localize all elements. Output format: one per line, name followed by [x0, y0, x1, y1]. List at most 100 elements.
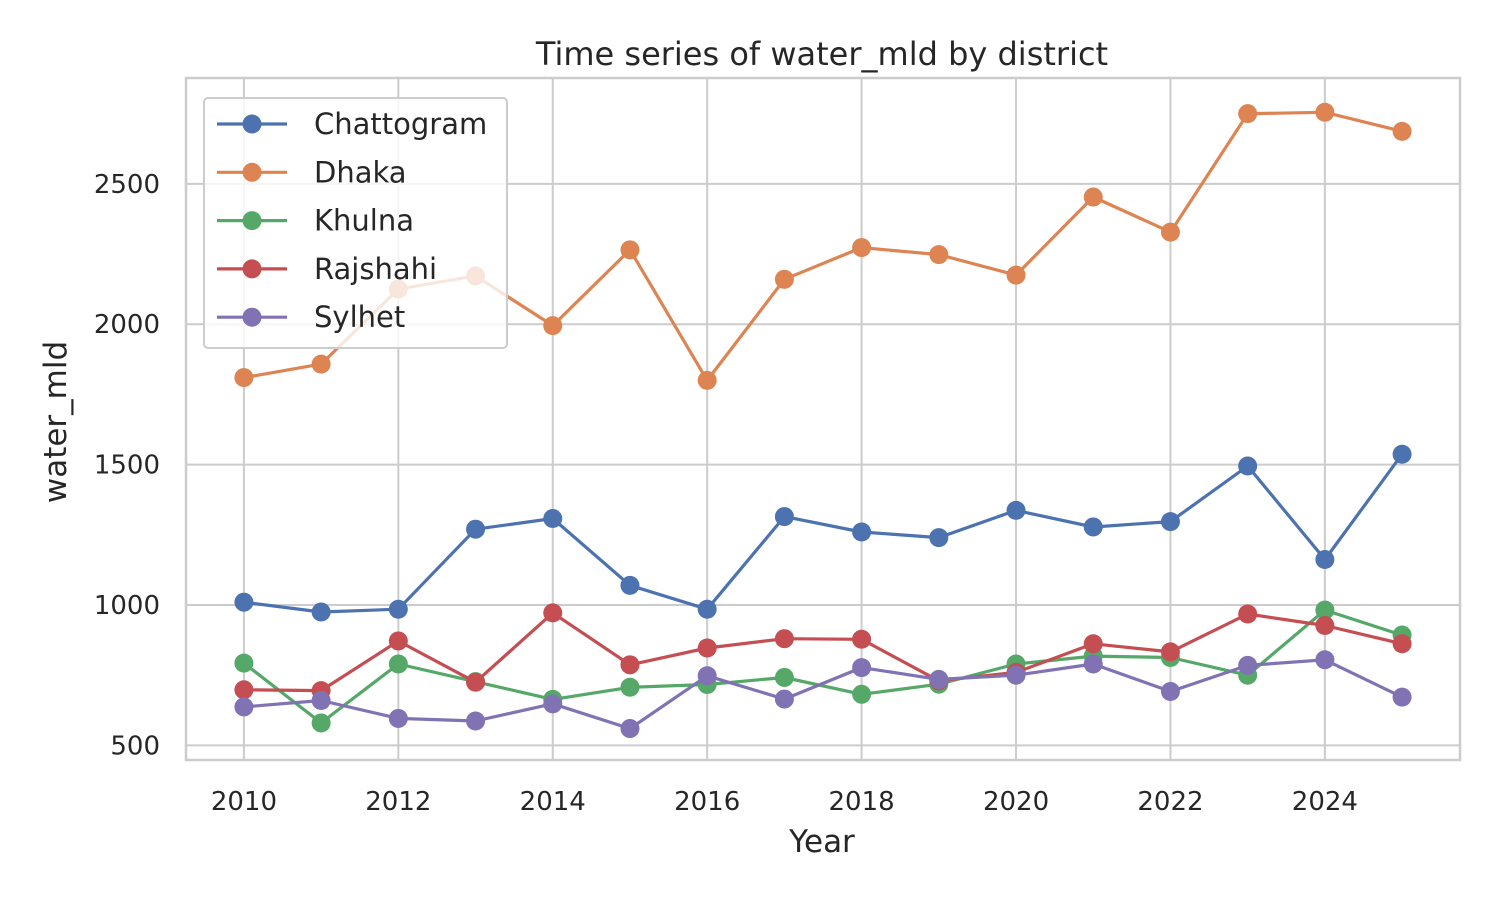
- legend-item-sylhet: Sylhet: [217, 300, 405, 334]
- data-point-chattogram: [1392, 444, 1412, 464]
- y-axis-title: water_mld: [38, 341, 74, 503]
- data-point-khulna: [774, 667, 794, 687]
- data-point-rajshahi: [1160, 642, 1180, 662]
- data-point-sylhet: [388, 708, 408, 728]
- data-point-sylhet: [466, 711, 486, 731]
- series-line-rajshahi: [243, 611, 1403, 693]
- y-tick-label: 500: [110, 731, 160, 761]
- plot-area-frame: [184, 76, 1462, 762]
- legend-label: Chattogram: [314, 107, 487, 141]
- data-point-sylhet: [929, 669, 949, 689]
- series-chattogram: [234, 444, 1412, 622]
- data-point-dhaka: [543, 316, 563, 336]
- x-tick-label: 2010: [211, 787, 277, 817]
- legend-swatch-marker: [242, 114, 262, 134]
- series-line-chattogram: [243, 453, 1404, 614]
- data-point-rajshahi: [774, 629, 794, 649]
- data-point-chattogram: [1006, 500, 1026, 520]
- data-point-sylhet: [1006, 665, 1026, 685]
- data-point-sylhet: [311, 690, 331, 710]
- data-point-dhaka: [774, 269, 794, 289]
- data-point-sylhet: [1160, 681, 1180, 701]
- data-point-sylhet: [1083, 654, 1103, 674]
- data-point-chattogram: [234, 592, 254, 612]
- data-point-rajshahi: [543, 603, 563, 623]
- data-point-rajshahi: [466, 672, 486, 692]
- legend-label: Khulna: [314, 204, 414, 238]
- data-point-khulna: [388, 654, 408, 674]
- series-line-sylhet: [243, 658, 1403, 731]
- data-point-chattogram: [1238, 456, 1258, 476]
- data-point-dhaka: [1315, 102, 1335, 122]
- legend-swatch-marker: [242, 307, 262, 327]
- data-point-sylhet: [1238, 655, 1258, 675]
- legend-swatch-marker: [242, 162, 262, 182]
- data-point-chattogram: [929, 528, 949, 548]
- legend-item-chattogram: Chattogram: [217, 107, 487, 141]
- data-point-chattogram: [1160, 512, 1180, 532]
- data-point-dhaka: [1392, 121, 1412, 141]
- data-point-dhaka: [852, 238, 872, 258]
- data-point-sylhet: [1392, 687, 1412, 707]
- x-tick-label: 2018: [829, 787, 895, 817]
- data-point-dhaka: [234, 368, 254, 388]
- data-point-rajshahi: [620, 655, 640, 675]
- data-point-khulna: [1315, 600, 1335, 620]
- data-point-rajshahi: [1083, 634, 1103, 654]
- data-point-sylhet: [774, 689, 794, 709]
- data-point-dhaka: [929, 245, 949, 265]
- data-point-khulna: [311, 713, 331, 733]
- series-sylhet: [234, 650, 1412, 739]
- legend-label: Dhaka: [314, 155, 407, 189]
- legend-label: Sylhet: [314, 300, 405, 334]
- data-point-chattogram: [543, 509, 563, 529]
- legend: Chattogram Dhaka Khulna Rajshahi Sylhet: [203, 97, 508, 349]
- data-point-chattogram: [466, 519, 486, 539]
- data-point-chattogram: [852, 522, 872, 542]
- data-point-chattogram: [388, 599, 408, 619]
- data-point-dhaka: [620, 240, 640, 260]
- data-point-dhaka: [1083, 187, 1103, 207]
- data-point-rajshahi: [388, 631, 408, 651]
- data-point-rajshahi: [1392, 634, 1412, 654]
- series-line-khulna: [242, 608, 1403, 725]
- data-point-chattogram: [1315, 550, 1335, 570]
- data-point-dhaka: [311, 354, 331, 374]
- x-tick-label: 2016: [674, 787, 740, 817]
- data-point-dhaka: [1160, 222, 1180, 242]
- data-point-chattogram: [1083, 517, 1103, 537]
- data-point-sylhet: [852, 658, 872, 678]
- y-axis-ticks: 500 1000 1500 2000 2500: [94, 170, 160, 762]
- data-point-chattogram: [311, 602, 331, 622]
- data-point-khulna: [234, 653, 254, 673]
- x-axis-ticks: 2010 2012 2014 2016 2018 2020 2022 2024: [211, 787, 1358, 817]
- data-point-dhaka: [1238, 104, 1258, 124]
- data-point-sylhet: [543, 694, 563, 714]
- y-tick-label: 1000: [94, 591, 160, 621]
- data-point-khulna: [852, 684, 872, 704]
- data-point-sylhet: [234, 697, 254, 717]
- x-tick-label: 2020: [983, 787, 1049, 817]
- legend-swatch-marker: [242, 259, 262, 279]
- legend-item-khulna: Khulna: [217, 204, 414, 238]
- x-tick-label: 2014: [520, 787, 586, 817]
- data-point-rajshahi: [234, 680, 254, 700]
- y-tick-label: 2000: [94, 310, 160, 340]
- legend-swatch-marker: [242, 211, 262, 231]
- data-point-khulna: [620, 677, 640, 697]
- x-tick-label: 2024: [1292, 787, 1358, 817]
- x-tick-label: 2022: [1137, 787, 1203, 817]
- data-point-chattogram: [697, 599, 717, 619]
- y-tick-label: 2500: [94, 170, 160, 200]
- data-point-rajshahi: [697, 638, 717, 658]
- data-point-sylhet: [620, 719, 640, 739]
- data-point-sylhet: [697, 666, 717, 686]
- data-point-rajshahi: [1315, 616, 1335, 636]
- data-point-chattogram: [774, 507, 794, 527]
- legend-item-dhaka: Dhaka: [217, 155, 407, 189]
- data-point-chattogram: [620, 575, 640, 595]
- data-point-sylhet: [1315, 650, 1335, 670]
- data-point-dhaka: [697, 370, 717, 390]
- data-point-rajshahi: [852, 629, 872, 649]
